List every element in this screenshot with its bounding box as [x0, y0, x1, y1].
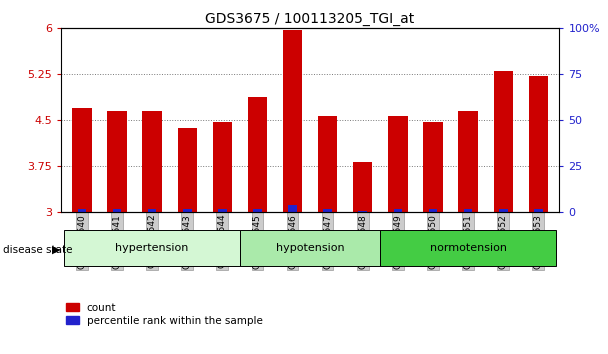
Bar [78, 209, 86, 212]
Bar [323, 209, 332, 212]
Bar [534, 209, 542, 212]
Bar [288, 205, 297, 212]
Bar [494, 71, 513, 212]
Bar [247, 97, 267, 212]
Text: hypotension: hypotension [276, 243, 344, 253]
Text: disease state: disease state [3, 245, 72, 255]
Bar [142, 111, 162, 212]
Bar [112, 209, 122, 212]
Bar [458, 111, 478, 212]
Bar [388, 116, 407, 212]
Bar [108, 111, 126, 212]
Bar [358, 211, 367, 212]
Text: normotension: normotension [430, 243, 506, 253]
Bar [499, 209, 508, 212]
Bar [72, 108, 92, 212]
Legend: count, percentile rank within the sample: count, percentile rank within the sample [66, 303, 263, 326]
Bar [283, 30, 302, 212]
Bar [464, 209, 472, 212]
Bar [429, 209, 437, 212]
Text: hypertension: hypertension [116, 243, 188, 253]
Text: ▶: ▶ [52, 245, 60, 255]
Bar [178, 128, 197, 212]
FancyBboxPatch shape [240, 230, 380, 266]
Bar [318, 116, 337, 212]
Title: GDS3675 / 100113205_TGI_at: GDS3675 / 100113205_TGI_at [206, 12, 415, 26]
Bar [393, 209, 402, 212]
Bar [528, 76, 548, 212]
Bar [423, 122, 443, 212]
Bar [218, 209, 227, 212]
Bar [213, 121, 232, 212]
FancyBboxPatch shape [64, 230, 240, 266]
FancyBboxPatch shape [380, 230, 556, 266]
Bar [183, 209, 192, 212]
Bar [148, 209, 156, 212]
Bar [253, 209, 262, 212]
Bar [353, 162, 372, 212]
